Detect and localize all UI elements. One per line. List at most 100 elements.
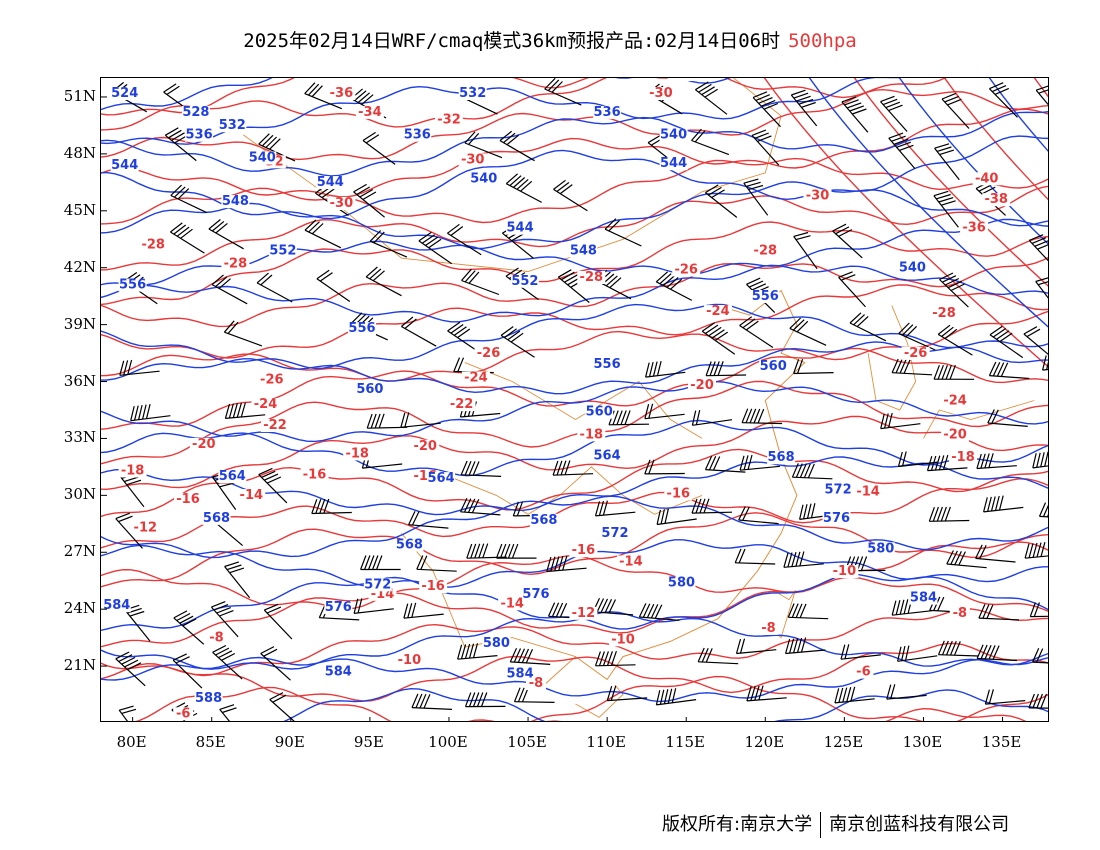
wind-barb [838, 271, 866, 308]
wind-barb [752, 91, 781, 128]
contour-label: 540 [899, 261, 926, 276]
contour-label-bg [577, 271, 606, 284]
contour-label: 588 [195, 691, 222, 706]
contour-label: 580 [668, 575, 695, 590]
x-tick-label: 85E [195, 733, 226, 751]
y-tick-label: 39N [63, 314, 96, 333]
wind-barb [500, 326, 535, 358]
x-tick-label: 100E [428, 733, 468, 751]
contour-label-bg [667, 78, 696, 81]
wind-barb [604, 218, 642, 247]
wind-barb [464, 692, 506, 708]
wind-barb [258, 467, 288, 504]
contour-label: -30 [330, 196, 354, 211]
contour-label: -28 [580, 270, 604, 285]
contour-label-bg [751, 244, 780, 258]
x-tick-label: 130E [902, 733, 943, 751]
wind-barb [544, 78, 582, 106]
coastline-layer [243, 78, 1035, 718]
height-contour [101, 135, 1048, 220]
contour-label-bg [181, 105, 210, 119]
contour-label: 528 [182, 105, 209, 120]
contour-label-bg [522, 587, 550, 601]
wind-barb [926, 454, 968, 472]
wind-barb [459, 498, 501, 516]
contour-label: 544 [111, 158, 138, 173]
wind-barb [211, 274, 248, 305]
contour-label: -14 [240, 488, 263, 503]
wind-barb [941, 92, 970, 129]
contour-label: 532 [459, 86, 486, 101]
wind-barb [416, 555, 457, 572]
wind-barb [655, 271, 693, 301]
contour-label-bg [759, 360, 788, 374]
wind-barb [316, 269, 351, 302]
wind-barb [735, 638, 777, 655]
contour-label: 548 [222, 194, 249, 209]
border-line [448, 466, 703, 515]
wind-barb [546, 555, 587, 573]
wind-barb [897, 451, 939, 468]
contour-label: 552 [511, 274, 538, 289]
contour-label-bg [218, 119, 247, 133]
contour-label-bg [469, 172, 498, 186]
wind-barb [461, 268, 500, 296]
contour-label-bg [221, 195, 250, 209]
contour-label: -14 [500, 596, 524, 611]
weather-map: -36-34-32-32-30-30-30-30-28-28-28-28-28-… [101, 78, 1048, 721]
contour-label: 580 [483, 636, 510, 651]
steep-contour [808, 78, 1048, 328]
wind-barb [790, 89, 818, 127]
wind-barb [738, 506, 779, 525]
contour-label: 548 [570, 243, 597, 258]
contour-label-bg [173, 707, 194, 721]
contour-label: -10 [611, 632, 635, 647]
wind-barb [164, 127, 197, 162]
wind-barb [594, 500, 636, 517]
contour-label: -18 [345, 446, 369, 461]
y-tick-label: 24N [63, 599, 96, 618]
wind-barb [170, 184, 208, 214]
wind-barb [457, 643, 498, 660]
y-tick-label: 21N [63, 656, 96, 675]
contour-label: -22 [263, 418, 287, 433]
contour-label-bg [395, 538, 424, 552]
contour-label: 568 [396, 538, 423, 553]
wind-barb [746, 685, 787, 702]
x-tick-label: 80E [116, 733, 147, 751]
wind-barb [937, 640, 979, 657]
temperature-contour [101, 415, 1048, 491]
contour-label: -28 [224, 257, 248, 272]
wind-barb [1035, 277, 1048, 299]
contour-label: -20 [413, 439, 437, 454]
wind-barb [263, 603, 293, 640]
wind-barb [751, 129, 780, 166]
contour-label-bg [221, 257, 250, 271]
contour-label-bg [474, 346, 503, 360]
wind-barb [118, 705, 137, 721]
contour-label: 536 [404, 128, 431, 143]
wind-barb [832, 223, 863, 259]
contour-label: 536 [186, 128, 213, 143]
wind-barb [365, 266, 402, 297]
copyright-footer: 版权所有:南京大学 南京创蓝科技有限公司 [662, 810, 1009, 838]
contour-label-bg [348, 322, 376, 336]
contour-label-bg [593, 358, 622, 372]
wind-barb [509, 647, 551, 665]
contour-label: -16 [421, 579, 445, 594]
copyright-owner: 版权所有:南京大学 [662, 814, 813, 835]
wind-barb [210, 601, 239, 638]
contour-label: 560 [586, 405, 613, 420]
wind-barb [1035, 85, 1048, 106]
wind-barb [447, 223, 482, 256]
contour-label-bg [189, 437, 218, 451]
contour-label-bg [688, 379, 716, 393]
wind-barb [933, 364, 975, 380]
contour-label-bg [659, 157, 688, 171]
wind-barb [460, 460, 502, 477]
wind-barb [976, 644, 1018, 662]
contour-label-bg [251, 398, 280, 412]
contour-label-bg [395, 654, 424, 668]
temperature-contour [101, 576, 1048, 648]
contour-label-bg [447, 398, 476, 412]
